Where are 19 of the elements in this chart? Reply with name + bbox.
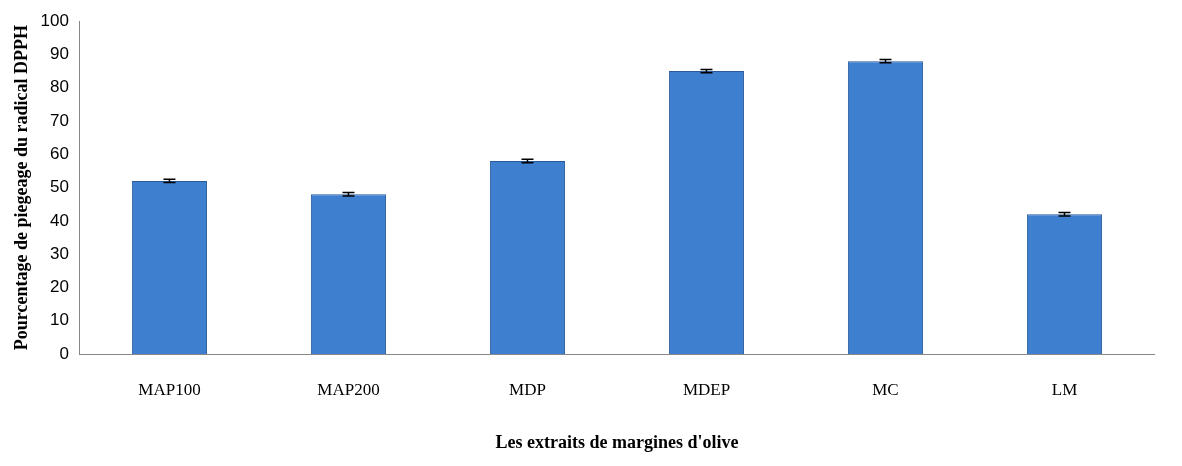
y-tick-label: 10 [50, 310, 69, 330]
x-tick-label: MC [872, 379, 899, 399]
x-tick-label: LM [1051, 379, 1078, 399]
y-tick-label: 60 [50, 144, 69, 164]
y-axis-title: Pourcentage de piegeage du radical DPPH [11, 25, 32, 351]
y-tick-label: 90 [50, 44, 69, 64]
x-axis-title: Les extraits de margines d'olive [495, 431, 739, 452]
y-tick-label: 70 [50, 110, 69, 130]
y-tick-label: 80 [50, 77, 69, 97]
x-tick-label: MAP200 [317, 379, 380, 399]
y-tick-label: 20 [50, 277, 69, 297]
y-tick-label: 100 [40, 10, 69, 30]
x-tick-label: MDP [509, 379, 546, 399]
x-tick-label: MAP100 [138, 379, 201, 399]
y-tick-label: 50 [50, 177, 69, 197]
y-tick-label: 30 [50, 243, 69, 263]
x-tick-label: MDEP [682, 379, 731, 399]
y-tick-label: 40 [50, 210, 69, 230]
y-tick-label: 0 [59, 343, 69, 363]
